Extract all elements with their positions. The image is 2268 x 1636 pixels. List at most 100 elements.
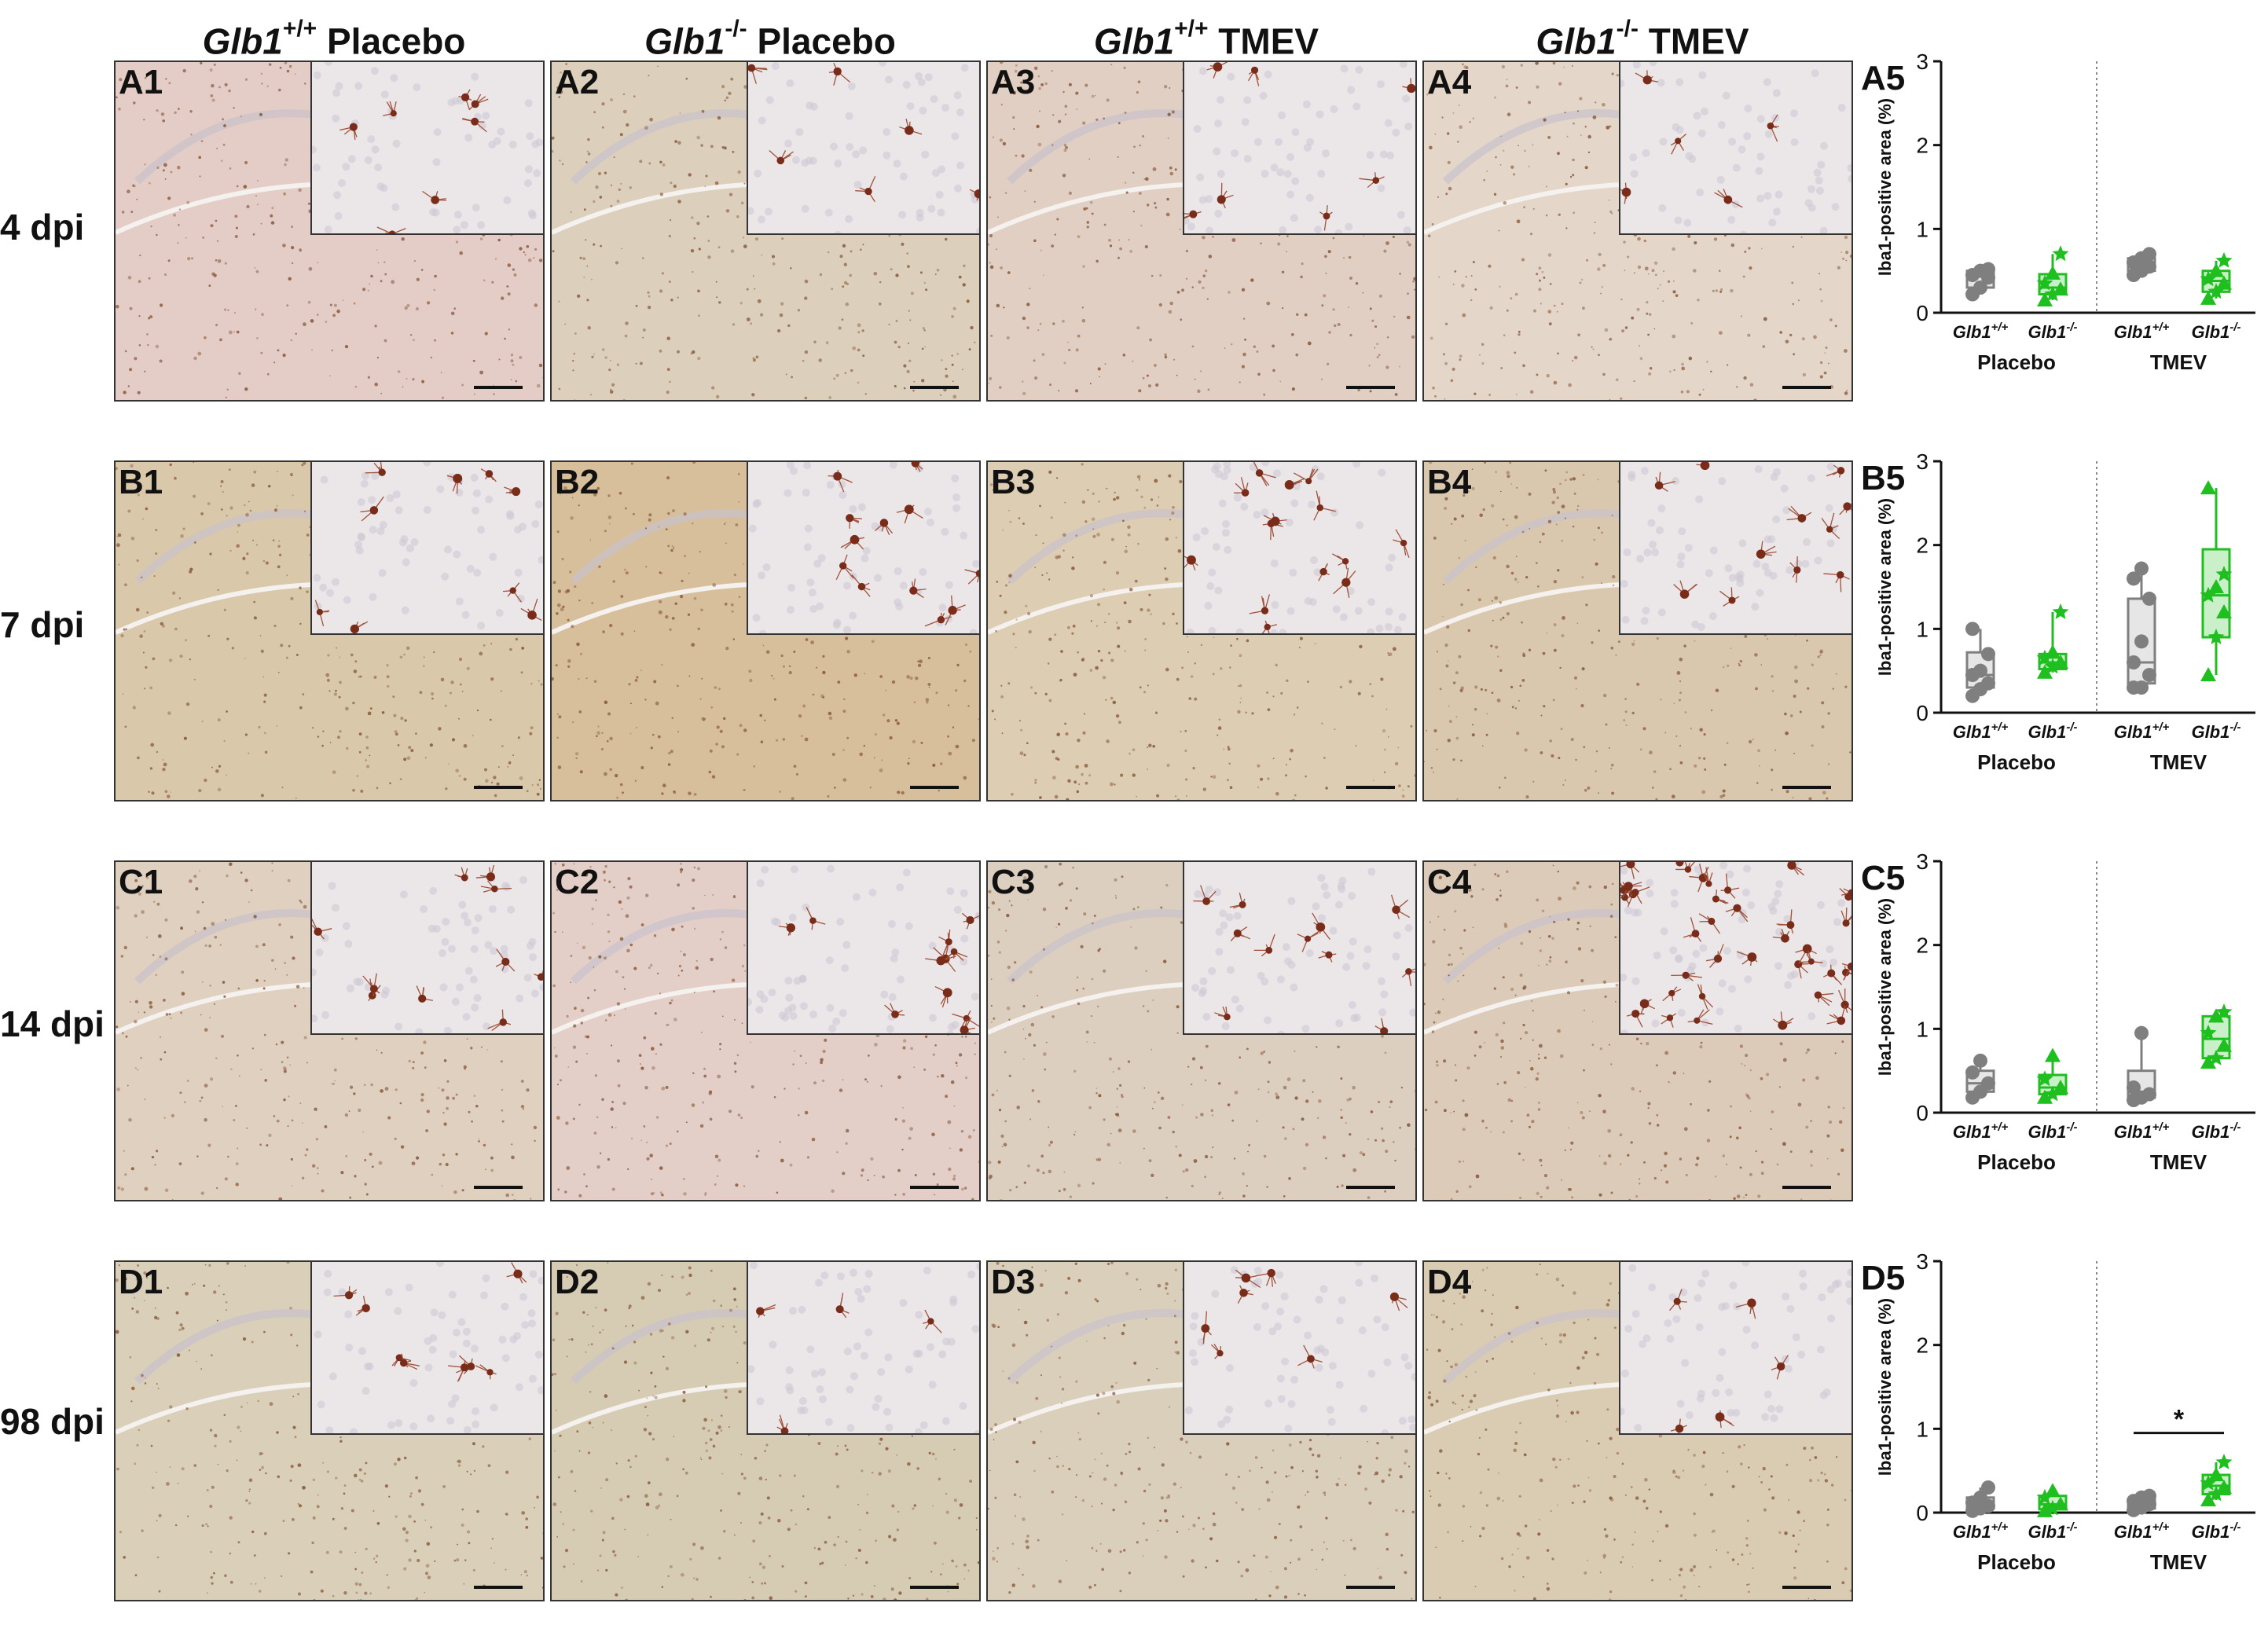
column-header-genotype: -/-	[725, 16, 747, 42]
data-point	[2216, 604, 2232, 618]
data-point	[1981, 1480, 1995, 1495]
data-point	[2207, 1049, 2225, 1066]
scale-bar	[474, 786, 523, 789]
panel-label: A1	[119, 63, 163, 101]
micrograph-inset	[310, 62, 543, 235]
micrograph-inset	[747, 862, 979, 1035]
y-tick-label: 3	[1916, 1249, 1929, 1274]
data-point	[1981, 1076, 1995, 1091]
data-point	[2200, 586, 2217, 603]
data-point	[2200, 290, 2216, 305]
micrograph-inset	[1619, 62, 1851, 235]
data-point	[1981, 262, 1995, 277]
panel-label: A2	[555, 63, 600, 101]
data-point	[2036, 1070, 2053, 1087]
x-category-genotype: +/+	[2152, 321, 2170, 334]
panel-label: B2	[555, 463, 600, 501]
data-point	[1973, 1490, 1987, 1505]
scale-bar	[1782, 1186, 1831, 1189]
x-category-genotype: +/+	[1991, 721, 2009, 734]
x-category-genotype: +/+	[2152, 721, 2170, 734]
panel-label: C4	[1427, 863, 1472, 901]
x-category-genotype: -/-	[2066, 321, 2077, 334]
column-header-gene: Glb1	[644, 20, 725, 62]
scale-bar	[474, 1586, 523, 1589]
panel-label: A4	[1427, 63, 1472, 101]
data-point	[2142, 591, 2156, 606]
x-category-label: Glb1+/+	[1953, 1520, 2009, 1542]
y-tick-label: 0	[1916, 301, 1929, 325]
micrograph-inset	[310, 1262, 543, 1435]
scale-bar	[474, 1186, 523, 1189]
micrograph-a4: A4	[1422, 61, 1853, 402]
micrograph-inset	[1183, 462, 1415, 635]
data-point	[2045, 265, 2061, 280]
column-header-4: Glb1-/- TMEV	[1438, 6, 1847, 61]
x-category-label: Glb1-/-	[2191, 1520, 2240, 1542]
data-point	[2053, 1496, 2068, 1511]
x-category-genotype: -/-	[2066, 1520, 2077, 1534]
y-axis-label: Iba1-positive area (%)	[1875, 498, 1895, 676]
x-group-label: TMEV	[2150, 350, 2207, 374]
data-point	[2045, 1047, 2061, 1062]
data-point	[2200, 1492, 2216, 1506]
data-point	[2207, 283, 2225, 299]
x-group-label: Placebo	[1977, 350, 2056, 374]
y-tick-label: 0	[1916, 701, 1929, 725]
data-point	[2142, 668, 2156, 682]
data-point	[2216, 1037, 2232, 1052]
chart-panel-label: D5	[1861, 1259, 1906, 1297]
x-category-label: Glb1-/-	[2191, 1121, 2240, 1142]
data-point	[1973, 663, 1987, 678]
column-header-group: TMEV	[1639, 20, 1749, 62]
data-point	[2200, 667, 2216, 681]
column-header-genotype: +/+	[1174, 16, 1209, 42]
panel-label: B4	[1427, 463, 1472, 501]
micrograph-d1: D1	[114, 1260, 545, 1601]
x-category-label: Glb1+/+	[2114, 321, 2170, 342]
data-point	[2037, 292, 2053, 306]
scale-bar	[1346, 386, 1395, 389]
micrograph-d4: D4	[1422, 1260, 1853, 1601]
x-category-label: Glb1-/-	[2191, 721, 2240, 742]
micrograph-a3: A3	[986, 61, 1417, 402]
data-point	[2215, 566, 2233, 581]
boxplot-b5: 0 1 2 3 Iba1-positive area (%) Glb1+/+ Glb1-/-…	[1870, 449, 2263, 799]
column-header-group: Placebo	[747, 20, 896, 62]
column-header-gene: Glb1	[1536, 20, 1617, 62]
panel-label: C3	[991, 863, 1036, 901]
row-label: 14 dpi	[0, 1003, 105, 1044]
data-point	[2207, 1485, 2225, 1502]
data-point	[2044, 1499, 2061, 1516]
data-point	[2044, 285, 2061, 302]
scale-bar	[910, 386, 959, 389]
data-point	[2036, 649, 2053, 666]
data-point	[2052, 603, 2069, 619]
data-point	[2036, 1488, 2053, 1505]
y-tick-label: 1	[1916, 1017, 1929, 1041]
y-tick-label: 3	[1916, 849, 1929, 874]
micrograph-c4: C4	[1422, 860, 1853, 1201]
panel-label: C2	[555, 863, 600, 901]
micrograph-inset	[747, 462, 979, 635]
y-axis-label: Iba1-positive area (%)	[1875, 898, 1895, 1076]
x-category-genotype: -/-	[2229, 321, 2240, 334]
scale-bar	[1782, 1586, 1831, 1589]
column-header-group: TMEV	[1208, 20, 1319, 62]
x-group-label: Placebo	[1977, 1150, 2056, 1174]
y-tick-label: 2	[1916, 934, 1929, 958]
row-label: 98 dpi	[0, 1401, 105, 1442]
chart-svg: 0 1 2 3 Iba1-positive area (%) Glb1+/+ Glb1-/-…	[1875, 1249, 2255, 1574]
micrograph-b2: B2	[550, 460, 981, 801]
data-point	[2045, 1483, 2061, 1498]
y-tick-label: 1	[1916, 617, 1929, 641]
x-category-label: Glb1-/-	[2028, 321, 2077, 342]
micrograph-c3: C3	[986, 860, 1417, 1201]
micrograph-inset	[1183, 1262, 1415, 1435]
data-point	[2127, 571, 2141, 586]
scale-bar	[910, 1186, 959, 1189]
column-header-3: Glb1+/+ TMEV	[1002, 6, 1411, 61]
panel-label: D1	[119, 1263, 163, 1301]
data-point	[1965, 622, 1980, 636]
data-point	[2200, 1024, 2217, 1040]
